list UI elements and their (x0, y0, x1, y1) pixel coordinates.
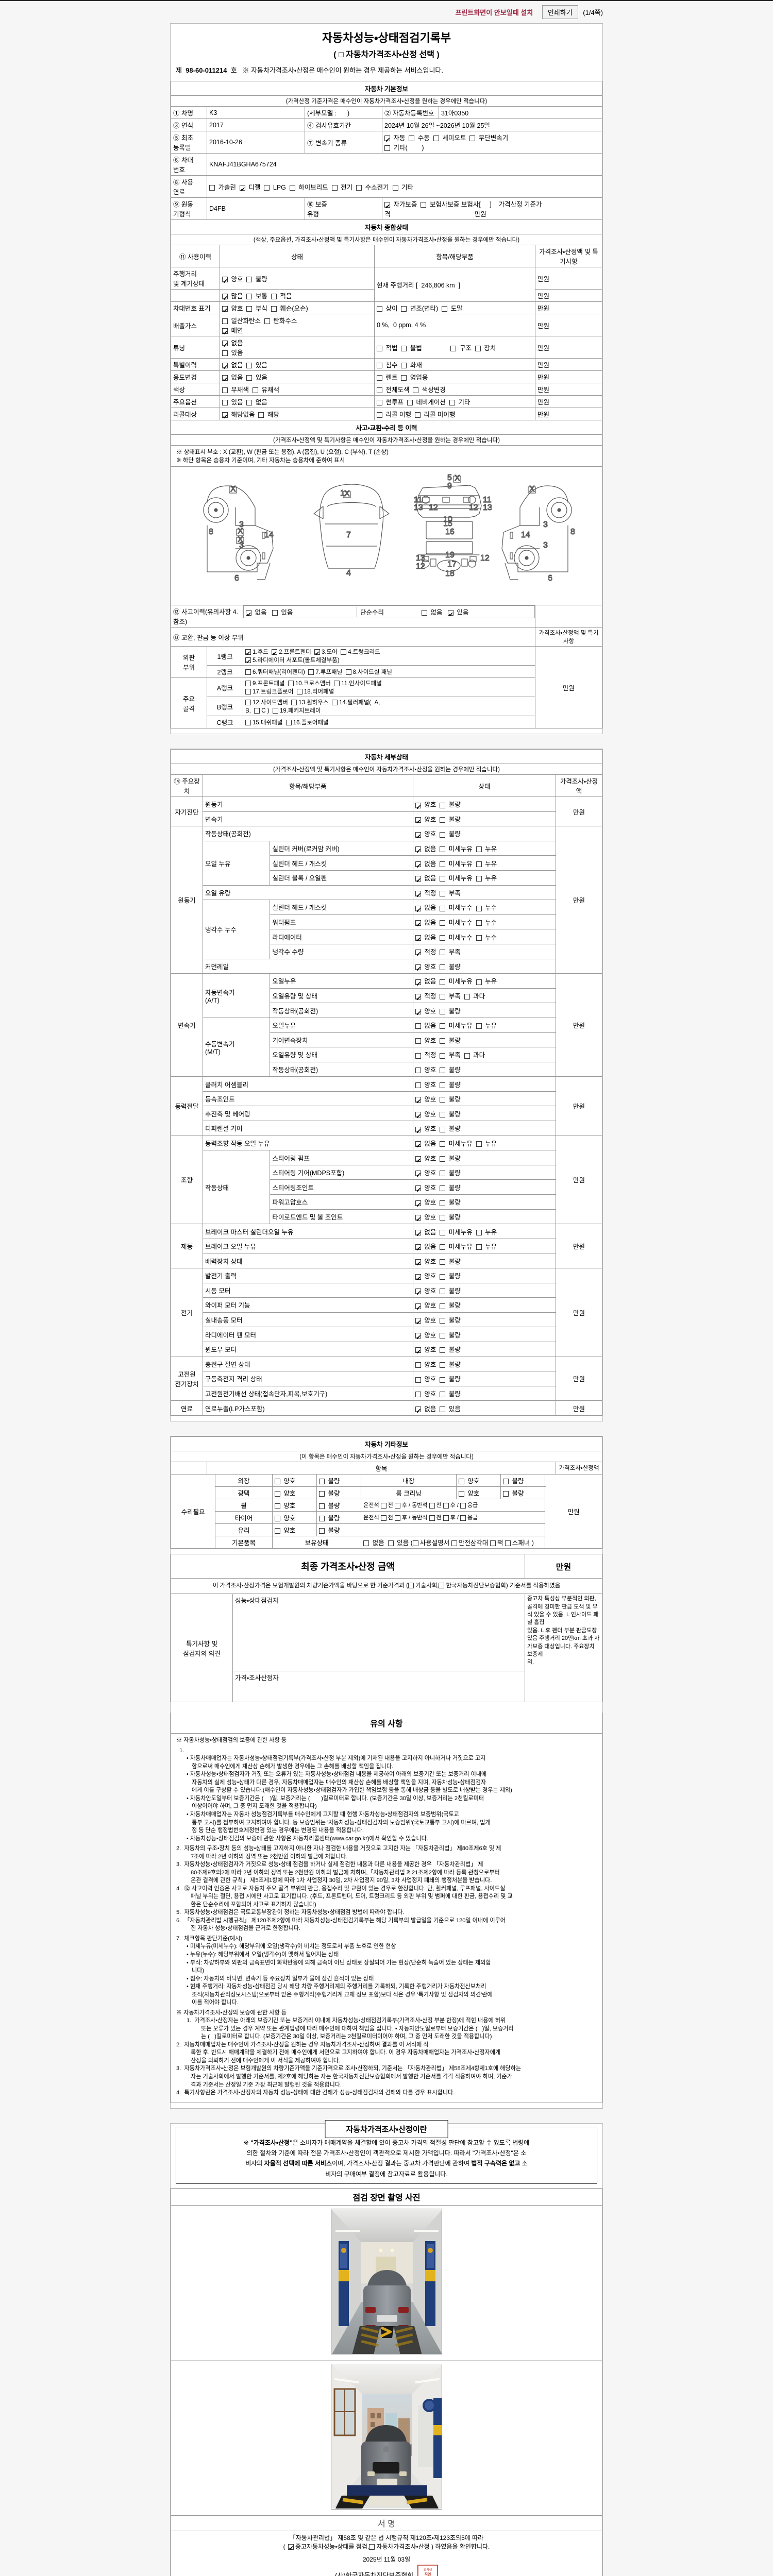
svg-text:직인: 직인 (425, 2572, 431, 2576)
svg-text:13: 13 (416, 554, 425, 563)
svg-text:9: 9 (447, 482, 452, 490)
svg-text:X: X (344, 489, 350, 498)
svg-text:6: 6 (234, 574, 239, 583)
svg-text:X: X (455, 474, 460, 483)
svg-text:X: X (230, 485, 236, 494)
svg-text:6: 6 (548, 574, 552, 583)
svg-text:3: 3 (543, 520, 548, 529)
svg-text:X: X (238, 527, 243, 536)
svg-text:X: X (238, 535, 243, 544)
svg-text:15: 15 (443, 519, 452, 528)
svg-text:한자진: 한자진 (424, 2567, 432, 2571)
svg-text:13: 13 (483, 503, 492, 512)
svg-text:3: 3 (543, 541, 548, 550)
svg-text:16: 16 (445, 528, 455, 536)
svg-text:5: 5 (447, 473, 452, 482)
svg-text:8: 8 (209, 528, 213, 536)
svg-text:4: 4 (346, 569, 351, 578)
svg-text:7: 7 (346, 531, 351, 539)
svg-text:12: 12 (469, 503, 478, 512)
svg-text:X: X (529, 485, 535, 494)
svg-text:19: 19 (445, 551, 455, 560)
svg-text:8: 8 (570, 528, 575, 536)
svg-text:14: 14 (264, 531, 274, 539)
svg-text:14: 14 (521, 531, 530, 539)
svg-text:13: 13 (414, 503, 423, 512)
svg-text:12: 12 (480, 554, 490, 563)
svg-text:12: 12 (416, 562, 425, 571)
svg-text:12: 12 (429, 503, 438, 512)
svg-text:18: 18 (445, 569, 455, 578)
svg-text:17: 17 (447, 560, 457, 569)
